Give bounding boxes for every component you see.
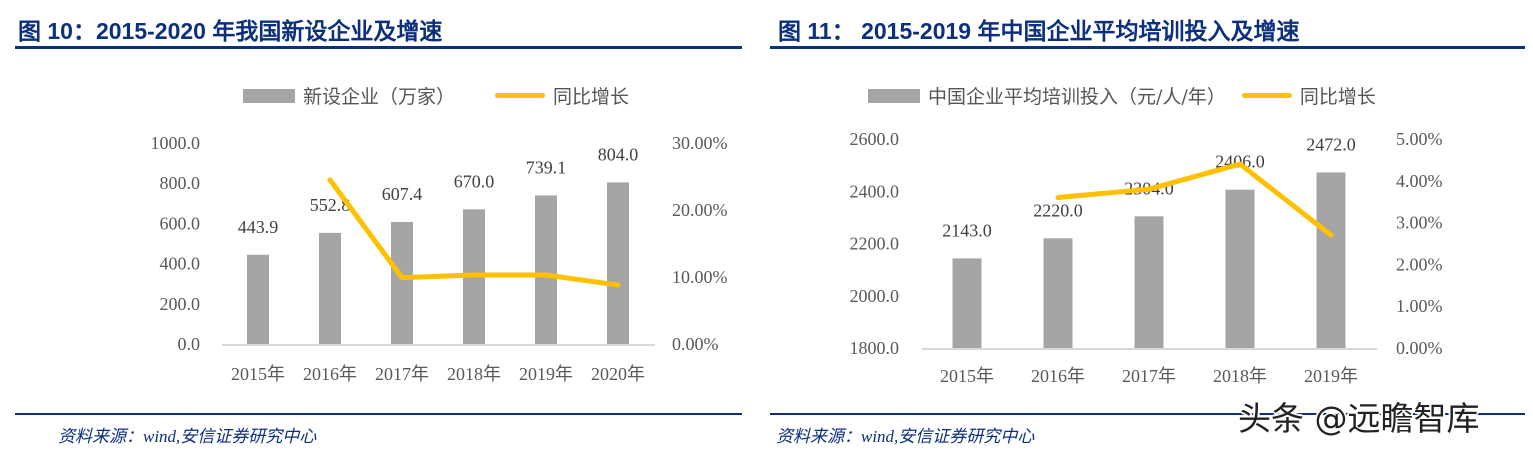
legend-bar-label: 新设企业（万家） bbox=[303, 86, 456, 108]
left-title-rule bbox=[15, 46, 742, 49]
y-tick-label: 2200.0 bbox=[850, 234, 900, 254]
y2-tick-label: 2.00% bbox=[1396, 254, 1443, 274]
right-source: 资料来源：wind,安信证券研究中心 bbox=[776, 427, 1035, 446]
right-legend: 中国企业平均培训投入（元/人/年） 同比增长 bbox=[868, 82, 1376, 109]
bar-data-label: 2472.0 bbox=[1306, 134, 1356, 154]
x-tick-label: 2018年 bbox=[1213, 366, 1267, 386]
bar-data-label: 443.9 bbox=[238, 217, 279, 237]
bar bbox=[247, 254, 269, 344]
legend-line-swatch bbox=[1241, 93, 1292, 98]
bar bbox=[1043, 238, 1073, 348]
legend-line-label: 同比增长 bbox=[1299, 86, 1376, 108]
y-tick-label: 1000.0 bbox=[151, 133, 201, 153]
right-footer-rule bbox=[770, 413, 1525, 415]
y2-tick-label: 1.00% bbox=[1396, 296, 1443, 316]
x-tick-label: 2017年 bbox=[1122, 366, 1176, 386]
legend-line-label: 同比增长 bbox=[553, 86, 630, 108]
growth-line bbox=[1055, 161, 1334, 238]
bar-data-label: 552.8 bbox=[310, 195, 351, 215]
x-tick-label: 2020年 bbox=[591, 364, 645, 384]
bar-data-label: 2143.0 bbox=[942, 220, 992, 240]
bar-data-label: 739.1 bbox=[526, 157, 567, 177]
y2-tick-label: 30.00% bbox=[672, 133, 728, 153]
y2-tick-label: 0.00% bbox=[672, 334, 719, 354]
x-tick-label: 2019年 bbox=[519, 364, 573, 384]
x-tick-label: 2017年 bbox=[375, 364, 429, 384]
x-tick-label: 2015年 bbox=[940, 366, 994, 386]
bar bbox=[952, 258, 982, 348]
y-tick-label: 800.0 bbox=[160, 173, 201, 193]
left-source: 资料来源：wind,安信证券研究中心 bbox=[58, 427, 317, 446]
y-tick-label: 1800.0 bbox=[850, 338, 900, 358]
legend-bar-label: 中国企业平均培训投入（元/人/年） bbox=[928, 86, 1226, 108]
y2-tick-label: 4.00% bbox=[1396, 171, 1443, 191]
y-tick-label: 600.0 bbox=[160, 213, 201, 233]
legend-bar-swatch bbox=[868, 88, 920, 103]
x-tick-label: 2015年 bbox=[231, 364, 285, 384]
bar bbox=[1134, 216, 1164, 348]
y2-tick-label: 5.00% bbox=[1396, 129, 1443, 149]
x-tick-label: 2018年 bbox=[447, 364, 501, 384]
y2-tick-label: 20.00% bbox=[672, 200, 728, 220]
y-tick-label: 2600.0 bbox=[850, 129, 900, 149]
y-tick-label: 2400.0 bbox=[850, 181, 900, 201]
y-tick-label: 2000.0 bbox=[850, 286, 900, 306]
bar bbox=[391, 221, 413, 344]
bar-data-label: 670.0 bbox=[454, 171, 495, 191]
bar-data-label: 607.4 bbox=[382, 184, 423, 204]
bar bbox=[1225, 189, 1255, 348]
legend-bar-swatch bbox=[243, 88, 295, 103]
bar-data-label: 804.0 bbox=[598, 144, 639, 164]
x-tick-label: 2016年 bbox=[303, 364, 357, 384]
bar bbox=[319, 232, 341, 344]
legend-line-swatch bbox=[495, 93, 546, 98]
y-tick-label: 400.0 bbox=[160, 254, 201, 274]
left-chart-title: 图 10：2015-2020 年我国新设企业及增速 bbox=[18, 18, 443, 44]
watermark: 头条 @远瞻智库 bbox=[1238, 399, 1480, 438]
left-footer-rule bbox=[15, 413, 742, 415]
bar bbox=[535, 195, 557, 344]
y2-tick-label: 3.00% bbox=[1396, 213, 1443, 233]
bar-data-label: 2220.0 bbox=[1033, 200, 1083, 220]
left-legend: 新设企业（万家） 同比增长 bbox=[243, 82, 629, 109]
x-tick-label: 2016年 bbox=[1031, 366, 1085, 386]
y2-tick-label: 0.00% bbox=[1396, 338, 1443, 358]
y2-tick-label: 10.00% bbox=[672, 267, 728, 287]
bar bbox=[1316, 172, 1346, 348]
right-title-rule bbox=[770, 46, 1525, 49]
y-tick-label: 0.0 bbox=[178, 334, 201, 354]
bar bbox=[607, 182, 629, 344]
y-tick-label: 200.0 bbox=[160, 294, 201, 314]
right-chart-title: 图 11： 2015-2019 年中国企业平均培训投入及增速 bbox=[778, 18, 1300, 44]
x-tick-label: 2019年 bbox=[1304, 366, 1358, 386]
